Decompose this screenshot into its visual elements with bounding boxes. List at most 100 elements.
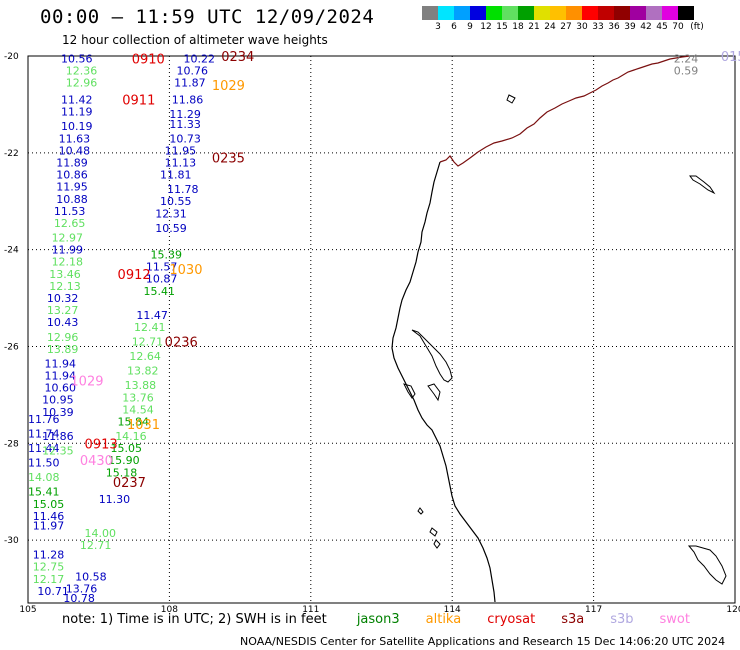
wave-height-value: 11.29 (169, 108, 201, 121)
colorbar-label: 39 (624, 22, 636, 32)
wave-height-value: 0.59 (674, 65, 699, 78)
wave-height-value: 12.75 (33, 561, 65, 574)
wave-height-value: 10.88 (56, 193, 88, 206)
pass-time-label: 0911 (122, 94, 155, 109)
colorbar-swatch (534, 6, 550, 20)
colorbar-swatch (614, 6, 630, 20)
wave-height-value: 11.78 (167, 183, 199, 196)
wave-height-value: 11.63 (59, 132, 91, 145)
australia-coastline (391, 55, 727, 603)
wave-height-value: 11.53 (54, 205, 86, 218)
colorbar-label: 21 (528, 22, 540, 32)
wave-height-value: 11.81 (160, 169, 192, 182)
wave-height-value: 11.28 (33, 549, 65, 562)
colorbar-swatch (518, 6, 534, 20)
colorbar-swatch (646, 6, 662, 20)
wave-height-value: 2.24 (674, 52, 699, 65)
wave-height-value: 11.86 (42, 430, 74, 443)
colorbar-label: 24 (544, 22, 556, 32)
lat-tick-label: -20 (4, 52, 19, 62)
wave-height-value: 11.13 (165, 156, 197, 169)
altimeter-observations: 10.5612.3612.9611.4211.1910.1911.6310.48… (28, 52, 698, 605)
wave-height-value: 12.13 (49, 280, 81, 293)
colorbar-label: 9 (467, 22, 473, 32)
wave-height-value: 15.18 (106, 466, 137, 479)
pass-time-label: 1029 (70, 374, 103, 389)
wave-height-value: 12.71 (80, 539, 112, 552)
colorbar-swatch (422, 6, 438, 20)
wave-height-value: 12.65 (54, 217, 86, 230)
colorbar-label: 45 (656, 22, 668, 32)
wave-height-value: 15.84 (118, 415, 150, 428)
colorbar-label: 15 (496, 22, 508, 32)
colorbar-swatch (678, 6, 694, 20)
wave-height-value: 13.76 (66, 582, 98, 595)
wave-height-value: 10.48 (59, 144, 91, 157)
wave-height-value: 11.99 (52, 244, 84, 257)
wave-height-value: 11.30 (99, 493, 131, 506)
wave-height-value: 13.46 (49, 268, 81, 281)
wave-height-value: 13.89 (47, 343, 79, 356)
wave-height-value: 15.41 (143, 285, 175, 298)
wave-height-value: 14.16 (115, 430, 146, 443)
legend-item-jason3: jason3 (356, 612, 400, 627)
wave-height-value: 10.39 (42, 406, 74, 419)
wave-height-value: 10.56 (61, 52, 93, 65)
wave-height-value: 15.05 (110, 442, 142, 455)
lon-tick-label: 120 (726, 605, 740, 615)
wave-height-value: 11.95 (165, 144, 197, 157)
colorbar-swatch (470, 6, 486, 20)
wave-height-value: 14.00 (85, 527, 117, 540)
colorbar-label: 12 (480, 22, 492, 32)
pass-time-label: 0155 (721, 50, 740, 65)
wave-height-value: 11.87 (174, 77, 206, 90)
colorbar-swatch (662, 6, 678, 20)
wave-height-value: 10.58 (75, 570, 107, 583)
colorbar-swatch (502, 6, 518, 20)
pass-time-label: 0910 (132, 52, 165, 67)
wave-height-value: 11.86 (172, 94, 204, 107)
wave-height-value: 12.18 (52, 256, 84, 269)
satellite-pass-labels: 0910 0911 0912 0913 0234 0235 0236 0237 1029 1030… (70, 50, 740, 491)
wave-height-value: 10.19 (61, 120, 93, 133)
wave-height-value: 13.82 (127, 365, 159, 378)
wave-height-value: 12.96 (66, 77, 98, 90)
lon-tick-label: 117 (585, 605, 602, 615)
lat-tick-label: -24 (4, 246, 19, 256)
wave-height-value: 14.54 (122, 403, 153, 416)
colorbar-label: 30 (576, 22, 588, 32)
lat-tick-label: -30 (4, 536, 19, 546)
wave-height-value: 12.97 (52, 232, 84, 245)
lat-tick-label: -26 (4, 342, 19, 352)
colorbar-swatch (486, 6, 502, 20)
pass-time-label: 0913 (85, 437, 118, 452)
legend-item-s3b: s3b (610, 612, 634, 627)
legend-item-s3a: s3a (561, 612, 585, 627)
credit-line: NOAA/NESDIS Center for Satellite Applica… (240, 635, 726, 648)
colorbar-label: 3 (435, 22, 441, 32)
note-text: note: 1) Time is in UTC; 2) SWH is in fe… (62, 612, 327, 627)
map-subtitle: 12 hour collection of altimeter wave hei… (62, 33, 328, 47)
wave-height-value: 11.46 (33, 510, 65, 523)
legend-item-altika: altika (425, 612, 462, 627)
wave-height-value: 12.31 (155, 207, 187, 220)
wave-height-value: 11.74 (28, 428, 60, 441)
wave-height-value: 11.50 (28, 457, 60, 470)
colorbar-label: 18 (512, 22, 524, 32)
wave-height-value: 10.71 (37, 585, 69, 598)
wave-height-value: 10.22 (184, 52, 216, 65)
colorbar-swatch (566, 6, 582, 20)
wave-height-value: 12.36 (66, 65, 98, 78)
wave-height-value: 11.94 (44, 357, 76, 370)
wave-height-value: 15.05 (33, 498, 65, 511)
wave-height-value: 12.71 (132, 336, 164, 349)
wave-height-value: 11.19 (61, 106, 93, 119)
wave-height-value: 11.95 (56, 181, 88, 194)
wave-height-value: 12.96 (47, 331, 79, 344)
wave-height-value: 15.39 (151, 248, 183, 261)
colorbar-swatch (454, 6, 470, 20)
wave-height-value: 14.08 (28, 471, 60, 484)
pass-time-label: 0912 (118, 268, 151, 283)
legend-item-cryosat: cryosat (487, 612, 536, 627)
